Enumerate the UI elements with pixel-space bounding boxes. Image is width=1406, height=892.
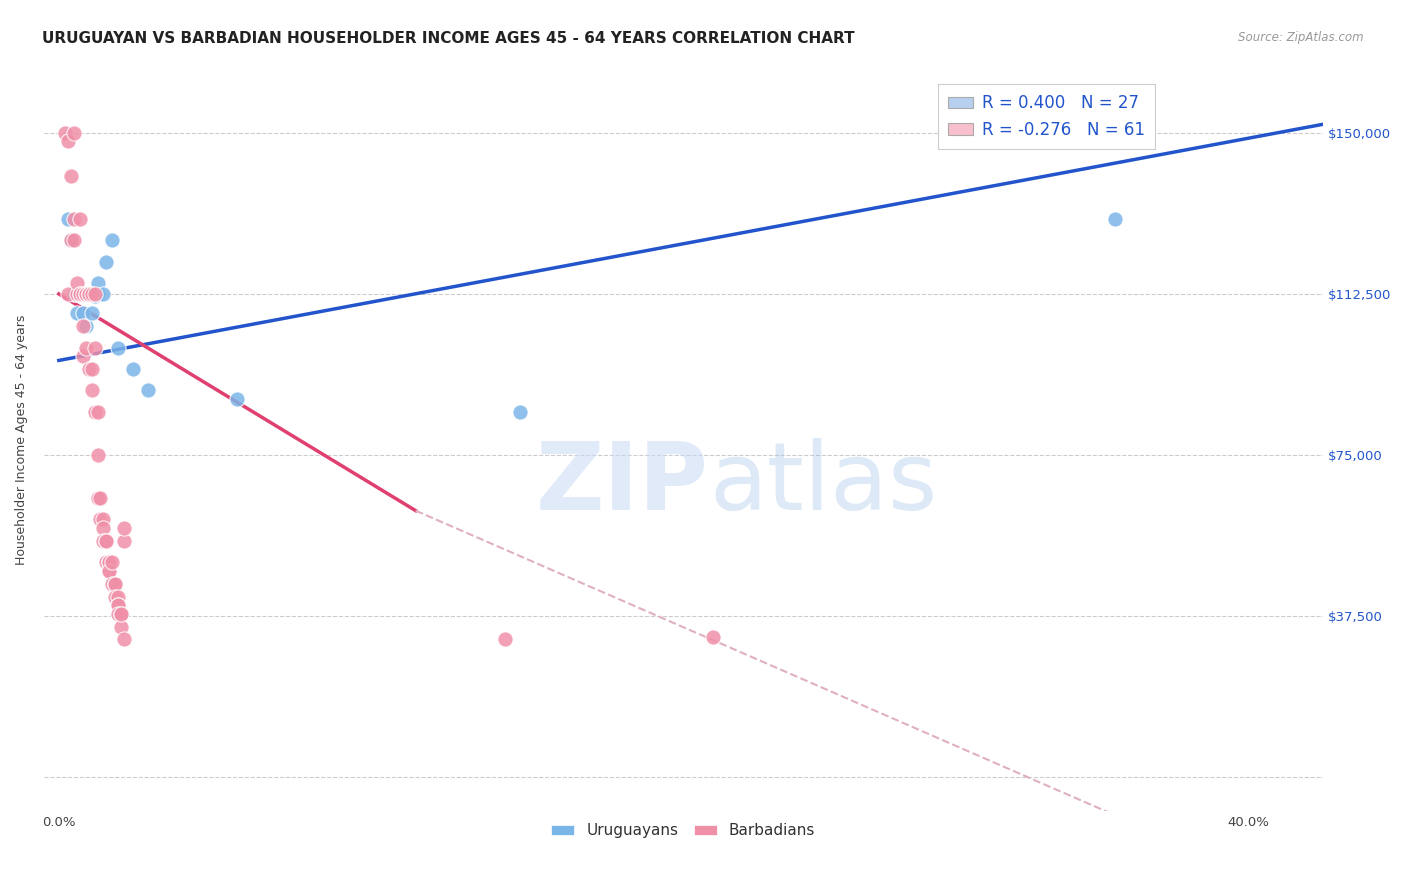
Text: URUGUAYAN VS BARBADIAN HOUSEHOLDER INCOME AGES 45 - 64 YEARS CORRELATION CHART: URUGUAYAN VS BARBADIAN HOUSEHOLDER INCOM… <box>42 31 855 46</box>
Point <box>107 590 129 604</box>
Point <box>93 521 115 535</box>
Point <box>98 555 121 569</box>
Point <box>96 254 118 268</box>
Point <box>80 306 103 320</box>
Point <box>86 491 108 505</box>
Point <box>122 362 145 376</box>
Point <box>83 405 105 419</box>
Point <box>62 211 84 226</box>
Point <box>77 286 100 301</box>
Point <box>89 491 111 505</box>
Point <box>56 135 79 149</box>
Point <box>72 286 94 301</box>
Point <box>69 286 91 301</box>
Point <box>702 630 724 644</box>
Point <box>83 289 105 303</box>
Point <box>93 286 115 301</box>
Point <box>98 564 121 578</box>
Point <box>110 619 132 633</box>
Point <box>107 598 129 612</box>
Point <box>96 533 118 548</box>
Point <box>56 286 79 301</box>
Point <box>66 276 89 290</box>
Point <box>80 286 103 301</box>
Point <box>101 576 124 591</box>
Point <box>1104 211 1126 226</box>
Text: Source: ZipAtlas.com: Source: ZipAtlas.com <box>1239 31 1364 45</box>
Point <box>66 306 89 320</box>
Point <box>86 491 108 505</box>
Point <box>77 362 100 376</box>
Point <box>62 126 84 140</box>
Point <box>112 533 135 548</box>
Point <box>62 286 84 301</box>
Point <box>75 319 97 334</box>
Point <box>98 564 121 578</box>
Point <box>72 306 94 320</box>
Point <box>110 607 132 621</box>
Point <box>104 576 127 591</box>
Y-axis label: Householder Income Ages 45 - 64 years: Householder Income Ages 45 - 64 years <box>15 315 28 565</box>
Point <box>104 576 127 591</box>
Point <box>59 233 82 247</box>
Point <box>86 276 108 290</box>
Point <box>56 211 79 226</box>
Point <box>107 341 129 355</box>
Point <box>62 233 84 247</box>
Point <box>77 286 100 301</box>
Point <box>86 405 108 419</box>
Point <box>96 555 118 569</box>
Point <box>75 286 97 301</box>
Point <box>69 211 91 226</box>
Point <box>101 233 124 247</box>
Point <box>72 286 94 301</box>
Point <box>72 349 94 363</box>
Point <box>75 341 97 355</box>
Point <box>104 590 127 604</box>
Point <box>112 521 135 535</box>
Point <box>136 384 159 398</box>
Point <box>80 362 103 376</box>
Point <box>59 169 82 183</box>
Point <box>89 512 111 526</box>
Point <box>86 286 108 301</box>
Point <box>72 319 94 334</box>
Point <box>75 286 97 301</box>
Point <box>83 286 105 301</box>
Point <box>98 555 121 569</box>
Point <box>107 607 129 621</box>
Point <box>112 632 135 647</box>
Point <box>509 405 531 419</box>
Text: ZIP: ZIP <box>536 438 709 531</box>
Point <box>107 598 129 612</box>
Point <box>69 286 91 301</box>
Point <box>93 533 115 548</box>
Point <box>77 286 100 301</box>
Point <box>53 126 76 140</box>
Point <box>75 286 97 301</box>
Point <box>110 607 132 621</box>
Point <box>86 448 108 462</box>
Point <box>80 286 103 301</box>
Point <box>66 286 89 301</box>
Point <box>226 392 249 406</box>
Point <box>77 286 100 301</box>
Point <box>494 632 516 647</box>
Point <box>59 233 82 247</box>
Point <box>93 512 115 526</box>
Point <box>66 286 89 301</box>
Point <box>69 286 91 301</box>
Point <box>101 555 124 569</box>
Legend: Uruguayans, Barbadians: Uruguayans, Barbadians <box>546 817 821 845</box>
Text: atlas: atlas <box>709 438 938 531</box>
Point <box>83 341 105 355</box>
Point <box>80 384 103 398</box>
Point <box>83 286 105 301</box>
Point <box>96 533 118 548</box>
